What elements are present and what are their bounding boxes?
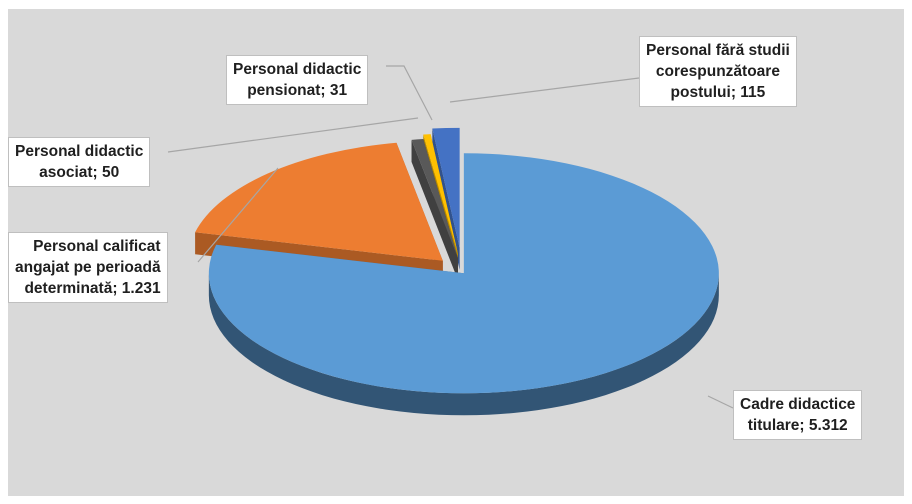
pie-slice-wall: [411, 139, 458, 280]
pie-slice-top: [423, 134, 458, 254]
leader-line: [707, 395, 734, 409]
pie-slice-top: [411, 138, 458, 258]
label-personal-didactic-asociat: Personal didactic asociat; 50: [8, 137, 151, 187]
leader-line: [197, 167, 279, 263]
leader-line: [386, 65, 433, 121]
label-cadre-didactice-titulare: Cadre didactice titulare; 5.312: [733, 390, 863, 440]
leader-line: [449, 77, 640, 103]
pie-slice: [411, 138, 458, 280]
pie-slice-top: [432, 127, 460, 248]
pie-slice-top: [195, 142, 443, 261]
label-personal-fara-studii: Personal fără studii corespunzătoare pos…: [639, 36, 797, 107]
pie-slice-top: [208, 153, 719, 394]
pie-slice: [208, 153, 719, 416]
leader-line: [167, 117, 419, 153]
label-personal-calificat: Personal calificat angajat pe perioadă d…: [8, 232, 168, 303]
pie-slice-rim: [208, 273, 719, 416]
label-personal-didactic-pensionat: Personal didactic pensionat; 31: [226, 55, 369, 105]
